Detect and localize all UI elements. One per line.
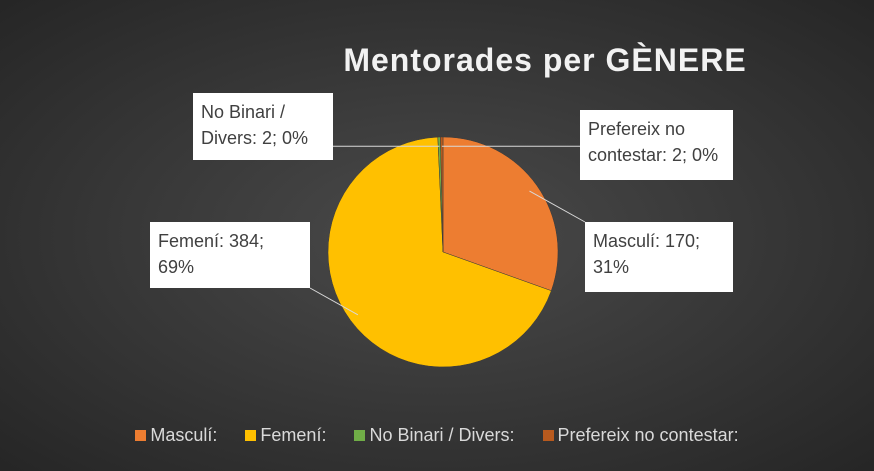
legend-label: No Binari / Divers: — [369, 425, 515, 445]
legend-item: Femení: — [245, 425, 326, 446]
legend-swatch — [354, 430, 366, 441]
pie-slice — [327, 136, 552, 368]
legend-item: Masculí: — [135, 425, 217, 446]
legend-swatch — [542, 430, 554, 441]
legend-label: Masculí: — [150, 425, 218, 445]
legend-label: Femení: — [260, 425, 327, 445]
chart-title: Mentorades per GÈNERE — [343, 42, 747, 78]
legend-item: Prefereix no contestar: — [542, 425, 739, 446]
legend: Masculí: Femení: No Binari / Divers: Prefer… — [0, 425, 874, 446]
legend-swatch — [245, 430, 257, 441]
data-label: Prefereix no contestar: 2; 0% — [580, 110, 733, 180]
leader-line — [309, 287, 359, 316]
leader-line — [529, 190, 586, 223]
data-label: No Binari / Divers: 2; 0% — [193, 93, 333, 160]
data-label: Masculí: 170; 31% — [585, 222, 733, 292]
legend-swatch — [135, 430, 147, 441]
legend-item: No Binari / Divers: — [354, 425, 515, 446]
pie-slice — [442, 136, 559, 292]
legend-label: Prefereix no contestar: — [557, 425, 739, 445]
pie-slice — [440, 136, 444, 253]
data-label: Femení: 384; 69% — [150, 222, 310, 288]
